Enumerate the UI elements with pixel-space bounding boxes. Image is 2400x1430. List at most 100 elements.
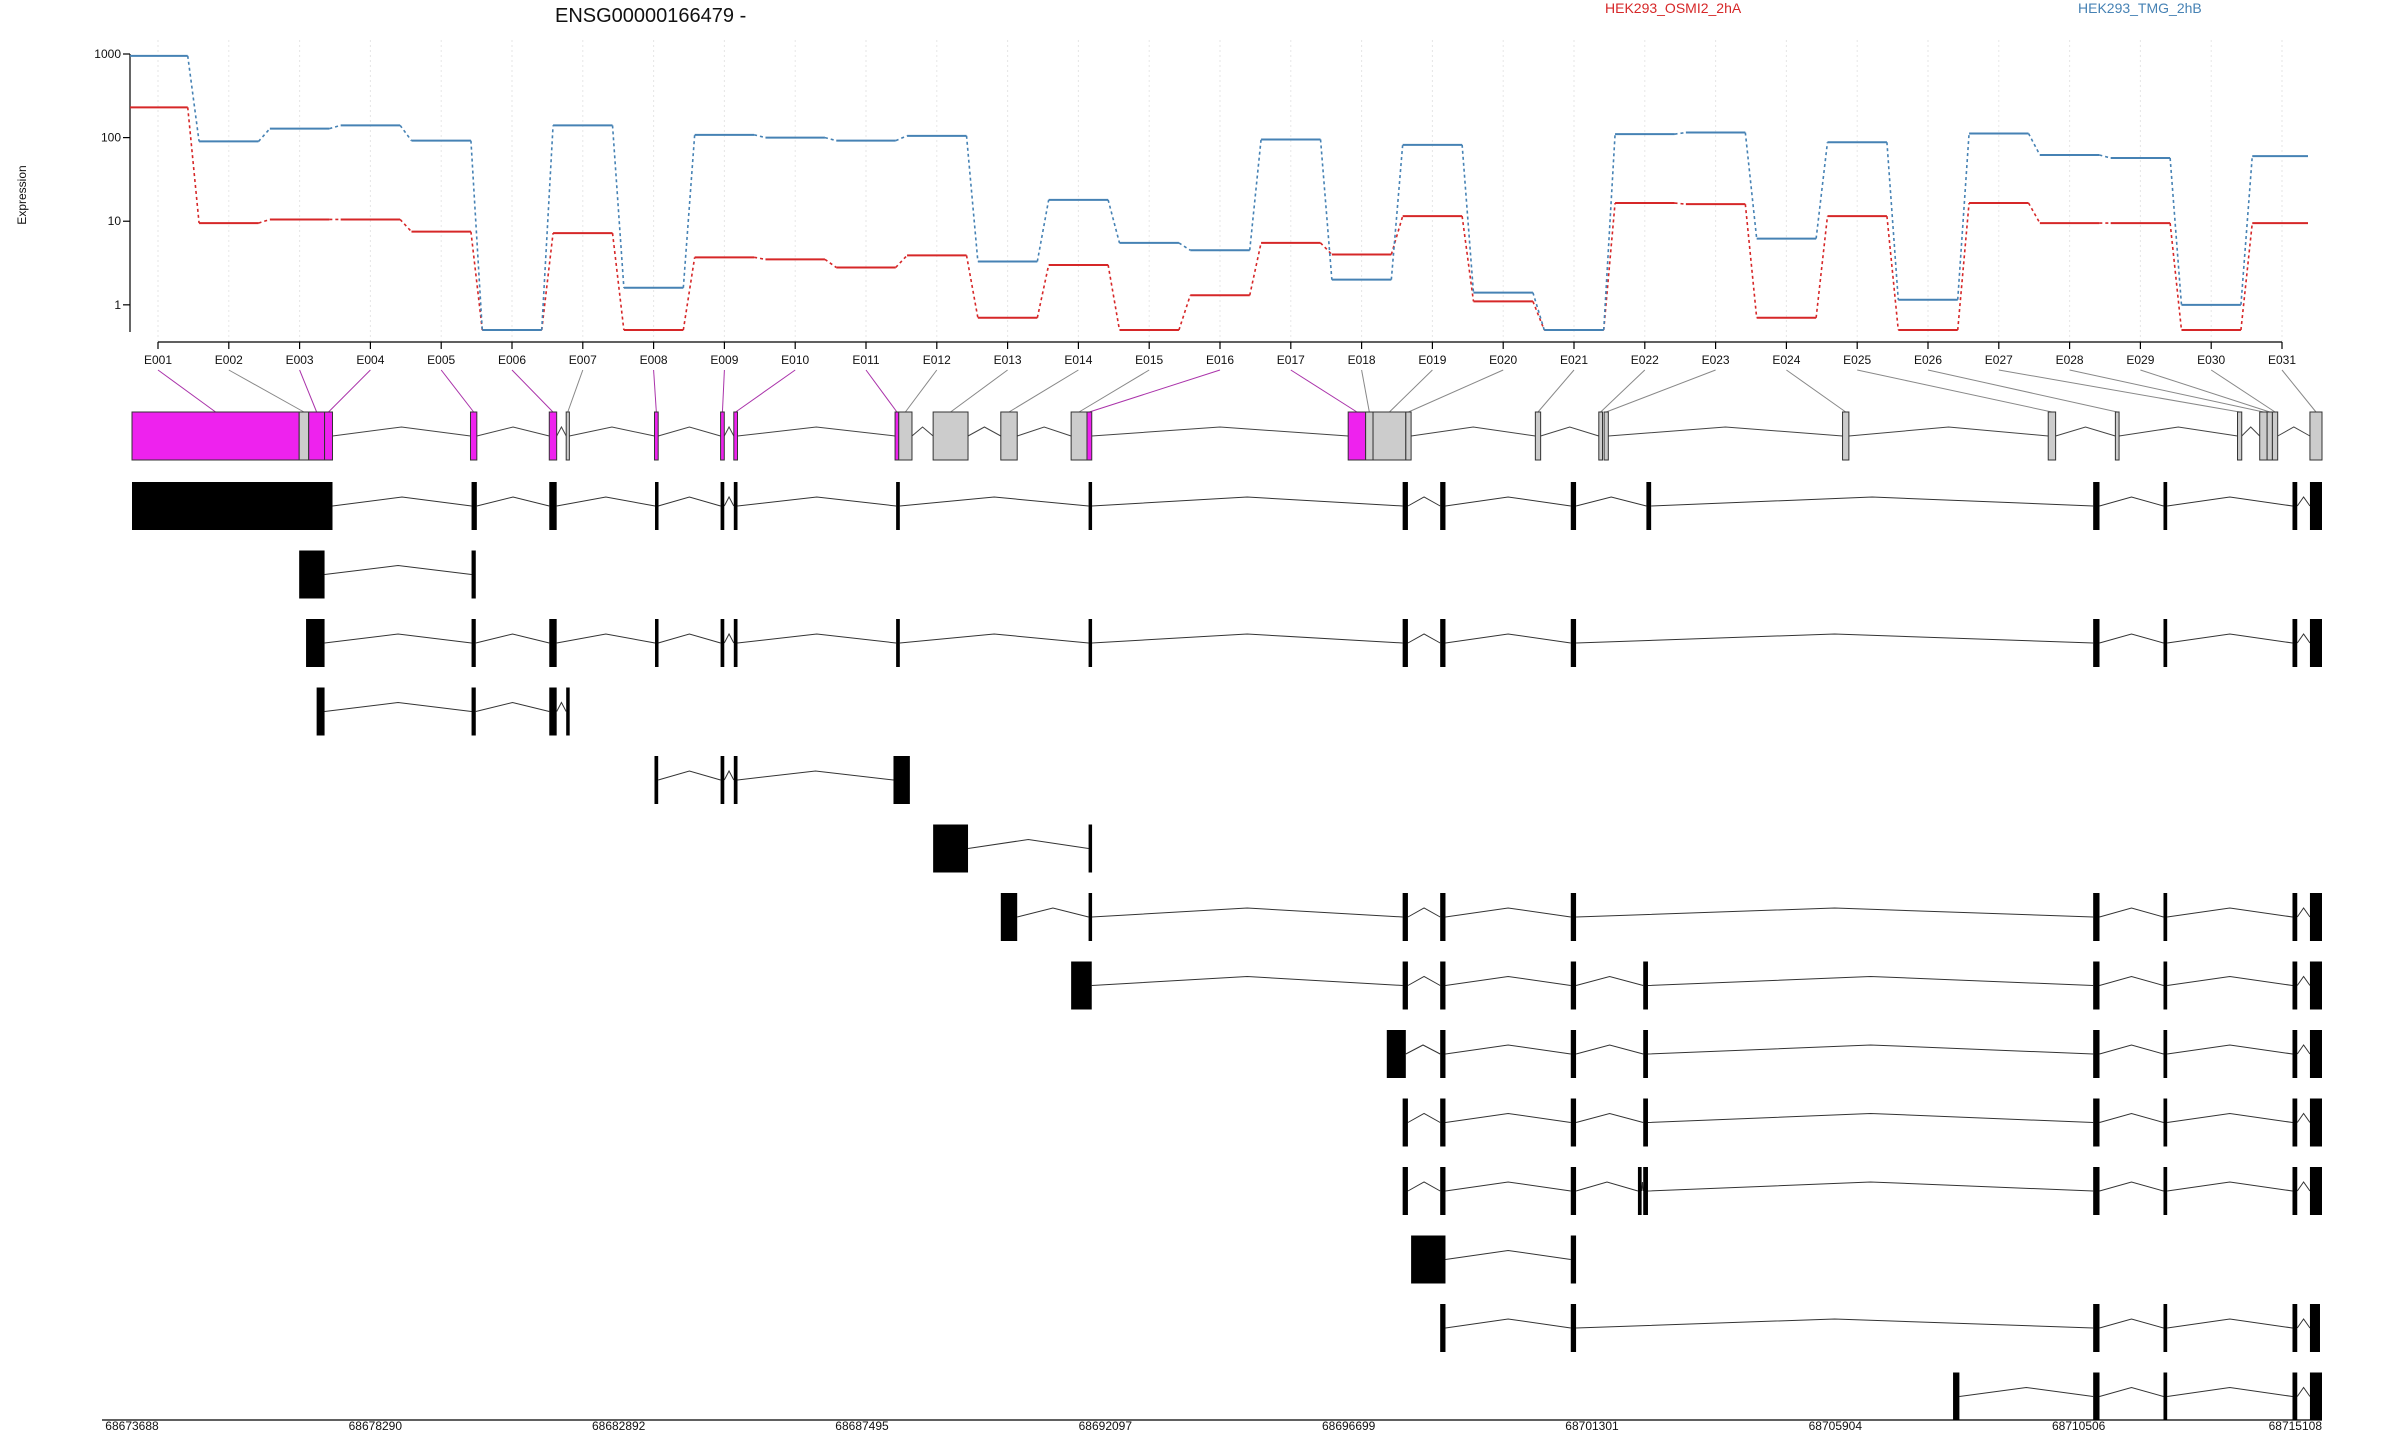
exon-tick-label: E022	[1631, 353, 1659, 367]
transcript-7	[1000, 893, 2322, 941]
series-connector	[1036, 264, 1050, 318]
series-connector	[1107, 264, 1121, 331]
transcript-intron	[1576, 633, 2094, 644]
connector-E017	[1290, 369, 1358, 413]
transcript-intron	[1407, 907, 1441, 918]
series-connector	[895, 135, 908, 142]
y-tick-label: 1	[114, 298, 121, 312]
series-connector	[1390, 215, 1404, 255]
exon-bin-E015	[1070, 411, 1088, 461]
connector-E030	[2210, 369, 2276, 413]
connector-E029	[2140, 369, 2270, 413]
exon-bin-E002	[298, 411, 310, 461]
transcript-exon	[1570, 1304, 1577, 1352]
transcript-intron	[723, 632, 735, 644]
transcript-exon	[1440, 482, 1446, 530]
transcript-intron	[1091, 496, 1403, 507]
exon-tick-label: E019	[1418, 353, 1446, 367]
transcript-exon	[2163, 961, 2168, 1010]
exon-bin-E023	[1603, 411, 1609, 461]
exon-bin-E024	[1842, 411, 1850, 461]
series-connector	[1319, 139, 1333, 280]
series-HEK293_OSMI2_2hA	[130, 106, 2308, 331]
y-axis: 1 10 100 1000	[94, 47, 131, 332]
transcript-14	[1953, 1372, 2322, 1421]
transcript-intron	[2296, 1044, 2311, 1055]
transcript-exon	[2163, 1167, 2168, 1215]
connector-E023	[1606, 369, 1716, 413]
transcript-13	[1440, 1304, 2320, 1352]
y-axis-label: Expression	[15, 165, 29, 224]
transcript-intron	[723, 495, 735, 507]
bin-intron	[476, 426, 550, 437]
exon-tick-label: E024	[1772, 353, 1800, 367]
transcript-8	[1071, 961, 2322, 1010]
exon-tick-label: E009	[710, 353, 738, 367]
transcript-intron	[737, 633, 897, 644]
transcript-exon	[2309, 1167, 2322, 1215]
transcript-exon	[132, 482, 333, 530]
transcript-intron	[658, 770, 721, 781]
transcript-intron	[2296, 1386, 2311, 1397]
transcript-exon	[1570, 1030, 1577, 1078]
genomic-tick-label: 68710506	[2052, 1419, 2106, 1430]
connector-E026	[1927, 369, 2118, 413]
connector-E028	[2069, 369, 2264, 413]
bin-intron	[2118, 426, 2238, 437]
exon-bin-E028	[2259, 411, 2268, 461]
transcript-exon	[1570, 893, 1577, 941]
transcript-exon	[1953, 1372, 1960, 1421]
exon-tick-label: E001	[144, 353, 172, 367]
exon-tick-label: E020	[1489, 353, 1517, 367]
series-connector	[186, 107, 200, 224]
transcript-exon	[720, 619, 725, 667]
transcript-exon	[2292, 961, 2298, 1010]
exon-bin-E022	[1598, 411, 1604, 461]
connector-E014	[1008, 369, 1079, 413]
transcript-exon	[471, 687, 476, 736]
transcript-exon	[2093, 619, 2100, 667]
transcript-3	[306, 619, 2322, 667]
connector-E031	[2281, 369, 2317, 413]
transcript-intron	[1641, 1181, 1644, 1192]
series-connector	[1532, 292, 1546, 331]
transcript-exon	[1000, 893, 1018, 941]
exon-connectors	[157, 369, 2317, 413]
exon-bin-E018	[1365, 411, 1374, 461]
transcript-exon	[306, 619, 325, 667]
transcript-tracks	[132, 482, 2322, 1421]
transcript-exon	[1570, 1167, 1577, 1215]
series-connector	[1178, 242, 1191, 251]
transcript-exon	[1402, 619, 1408, 667]
series-connector	[470, 140, 484, 331]
transcript-exon	[2309, 1030, 2322, 1078]
transcript-exon	[2309, 619, 2322, 667]
series-connector	[470, 231, 484, 331]
transcript-exon	[1570, 482, 1577, 530]
exon-tick-label: E021	[1560, 353, 1588, 367]
series-connector	[753, 256, 766, 261]
series-connector	[1036, 199, 1050, 262]
bin-intron	[556, 425, 567, 437]
transcript-exon	[1402, 961, 1408, 1010]
transcript-exon	[1440, 619, 1446, 667]
transcript-exon	[655, 619, 659, 667]
bin-intron	[911, 426, 934, 437]
series-connector	[1602, 134, 1616, 331]
transcript-exon	[2292, 1372, 2298, 1421]
exon-tick-label: E004	[356, 353, 384, 367]
transcript-intron	[2167, 1112, 2293, 1123]
transcript-intron	[1445, 496, 1571, 507]
transcript-exon	[2093, 482, 2100, 530]
transcript-intron	[899, 633, 1089, 644]
bin-intron	[967, 426, 1002, 437]
series-connector	[1674, 202, 1686, 205]
exon-tick-label: E013	[994, 353, 1022, 367]
transcript-intron	[2167, 633, 2293, 644]
exon-bin-E007	[565, 411, 570, 461]
exon-bin-E021	[1534, 411, 1542, 461]
connector-E024	[1786, 369, 1847, 413]
connector-E025	[1857, 369, 2053, 413]
transcript-11	[1402, 1167, 2322, 1215]
series-connector	[824, 136, 837, 142]
